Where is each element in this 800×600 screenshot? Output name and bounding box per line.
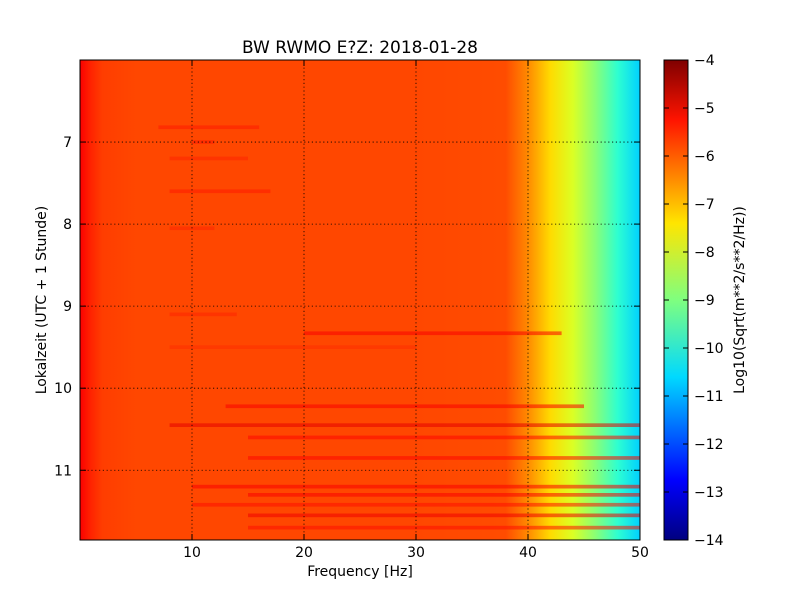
spectral-band: [248, 493, 640, 497]
grid: [80, 60, 640, 540]
x-tick-label: 10: [183, 545, 201, 561]
spectral-band: [248, 513, 640, 518]
colorbar-tick-label: −12: [694, 437, 724, 453]
colorbar: −4 −5 −6 −7 −8 −9 −10 −11 −12 −13 −14 Log10(Sqrt(m…: [663, 53, 748, 549]
spectral-band: [158, 125, 260, 130]
spectral-band: [248, 525, 640, 530]
chart-title: BW RWMO E?Z: 2018-01-28: [242, 38, 478, 58]
y-tick-label: 10: [54, 381, 72, 397]
colorbar-tick-label: −4: [694, 53, 715, 69]
colorbar-tick-label: −7: [694, 197, 715, 213]
colorbar-tick-label: −6: [694, 149, 715, 165]
colorbar-tick-label: −13: [694, 485, 724, 501]
spectral-band: [248, 435, 640, 440]
y-tick-label: 7: [63, 135, 72, 151]
spectral-band: [192, 140, 215, 144]
spectral-band: [304, 331, 562, 336]
x-tick-label: 40: [519, 545, 537, 561]
colorbar-tick-label: −8: [694, 245, 715, 261]
colorbar-tick-label: −10: [694, 341, 724, 357]
spectral-band: [169, 312, 237, 317]
spectral-band: [169, 189, 271, 194]
colorbar-tick-label: −11: [694, 389, 724, 405]
colorbar-tick-label: −14: [694, 533, 724, 549]
spectrogram-base: [80, 60, 640, 540]
colorbar-tick-label: −5: [694, 101, 715, 117]
spectral-band: [169, 156, 248, 161]
x-axis-label: Frequency [Hz]: [307, 564, 413, 580]
plot-frame: [79, 59, 641, 541]
y-axis-label: Lokalzeit (UTC + 1 Stunde): [34, 206, 50, 395]
spectral-band: [169, 423, 640, 427]
y-axis-ticks: 7 8 9 10 11: [54, 135, 640, 479]
x-tick-label: 30: [407, 545, 425, 561]
x-tick-label: 50: [631, 545, 649, 561]
spectral-band: [169, 345, 416, 349]
x-axis-ticks: 10 20 30 40 50: [183, 60, 649, 561]
colorbar-label: Log10(Sqrt(m**2/s**2/Hz)): [732, 206, 748, 394]
colorbar-ticks: −4 −5 −6 −7 −8 −9 −10 −11 −12 −13 −14: [664, 53, 724, 549]
y-tick-label: 11: [54, 463, 72, 479]
plot-area: 10 20 30 40 50 7 8 9 10 11: [54, 59, 649, 561]
x-tick-label: 20: [295, 545, 313, 561]
y-tick-label: 9: [63, 299, 72, 315]
colorbar-tick-label: −9: [694, 293, 715, 309]
y-tick-label: 8: [63, 217, 72, 233]
spectral-band: [248, 456, 640, 460]
spectral-band: [225, 404, 584, 409]
